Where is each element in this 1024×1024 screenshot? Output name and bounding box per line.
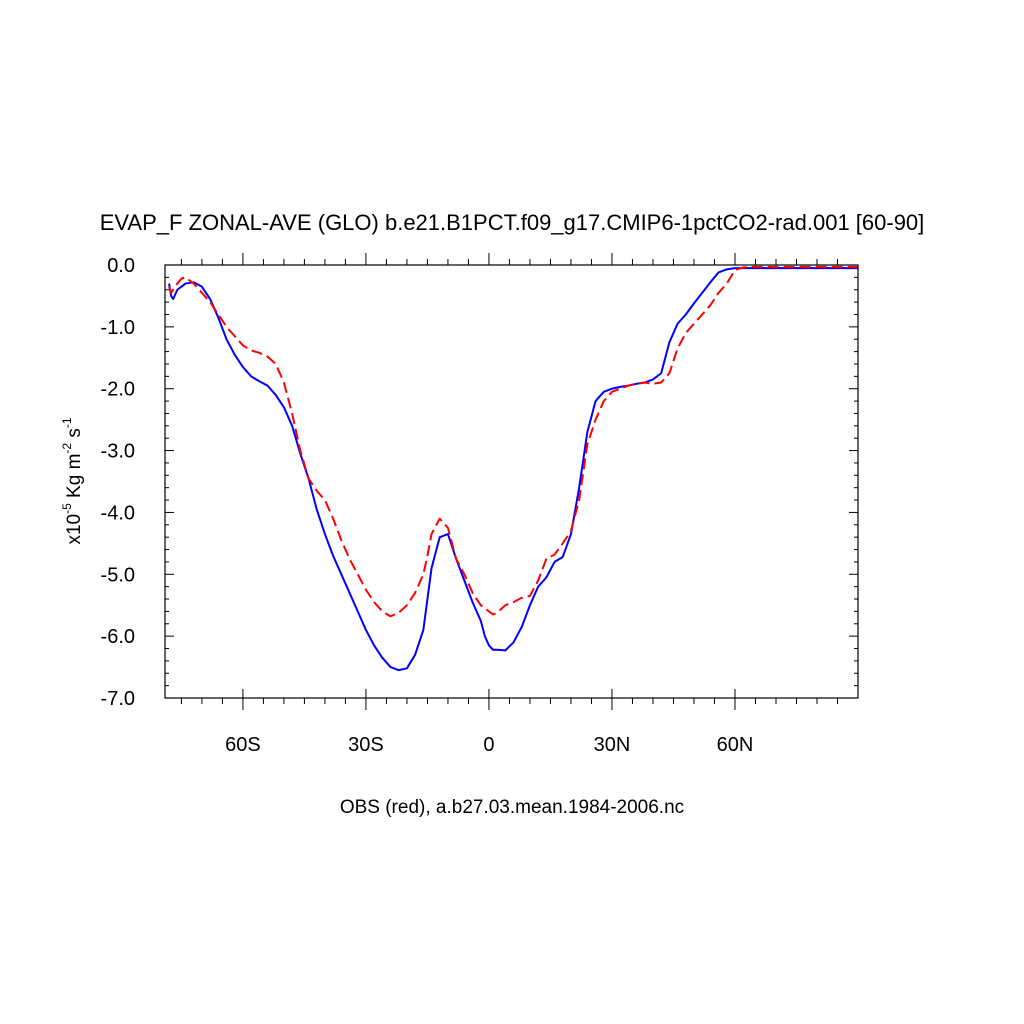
- tick-layer: [165, 253, 858, 710]
- y-axis-label-exp1: -5: [60, 503, 74, 514]
- y-tick-label: -4.0: [101, 502, 135, 524]
- y-axis-label-prefix: x10: [64, 514, 85, 545]
- plot-frame: [164, 264, 859, 699]
- y-axis-label: x10-5 Kg m-2 s-1: [60, 417, 85, 544]
- x-tick-label: 30S: [348, 734, 384, 756]
- y-axis-label-unit2: s: [64, 428, 85, 443]
- y-tick-label: -5.0: [101, 564, 135, 586]
- x-tick-label: 60S: [225, 734, 261, 756]
- y-axis-label-exp2: -2: [60, 443, 74, 454]
- y-axis-label-unit: Kg m: [64, 454, 85, 504]
- y-tick-label: -2.0: [101, 379, 135, 401]
- x-tick-label: 30N: [594, 734, 631, 756]
- y-axis-label-exp3: -1: [60, 417, 74, 428]
- y-tick-label: -3.0: [101, 441, 135, 463]
- y-tick-label: -6.0: [101, 626, 135, 648]
- chart-title: EVAP_F ZONAL-AVE (GLO) b.e21.B1PCT.f09_g…: [100, 210, 925, 235]
- y-tick-label: -1.0: [101, 317, 135, 339]
- series-line-1: [168, 267, 858, 672]
- tick-label-layer: 0.0 -1.0 -2.0 -3.0 -4.0 -5.0 -6.0 -7.0 60S 30S 0 30…: [101, 255, 754, 756]
- series-layer: [168, 265, 858, 672]
- series-line-2: [168, 265, 858, 618]
- x-tick-label: 0: [483, 734, 494, 756]
- x-axis-label: OBS (red), a.b27.03.mean.1984-2006.nc: [340, 797, 684, 818]
- x-tick-label: 60N: [717, 734, 754, 756]
- y-tick-label: -7.0: [101, 688, 135, 710]
- y-tick-label: 0.0: [107, 255, 135, 277]
